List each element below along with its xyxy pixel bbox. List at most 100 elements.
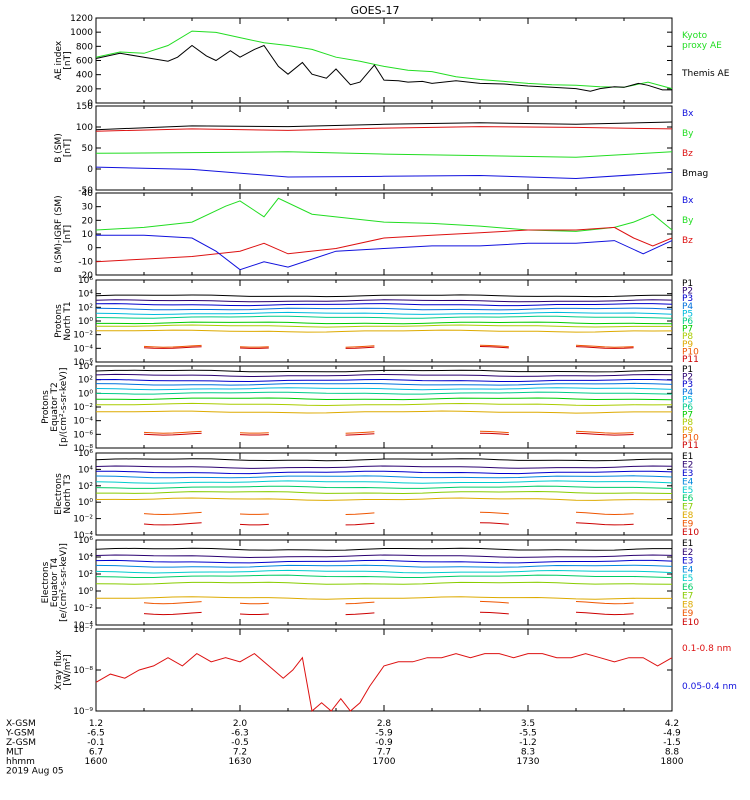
- y-tick-label: 100: [76, 123, 93, 133]
- legend-entry: Themis AE: [681, 69, 730, 79]
- footer-value: 6.7: [89, 748, 103, 758]
- legend-entry: P4: [682, 388, 693, 398]
- y-tick-label: 10: [82, 230, 94, 240]
- series-line: [95, 126, 673, 132]
- series-line: [345, 433, 375, 436]
- series-line: [143, 430, 202, 434]
- series-line: [575, 522, 634, 526]
- footer-value: -0.9: [375, 738, 393, 748]
- footer-value: -4.9: [663, 729, 681, 739]
- series-line: [95, 485, 673, 489]
- legend-entry: P5: [682, 309, 693, 319]
- series-line: [479, 511, 509, 515]
- legend-entry: E6: [682, 494, 694, 504]
- legend-entry: P8: [682, 418, 693, 428]
- y-tick-label: 400: [76, 71, 93, 81]
- series-line: [575, 611, 634, 616]
- series-line: [95, 378, 673, 383]
- y-axis-label: Electrons: [54, 473, 64, 515]
- y-tick-label: 20: [82, 216, 94, 226]
- footer-value: 1700: [373, 757, 396, 767]
- legend-entry: E10: [682, 528, 699, 538]
- series-line: [96, 321, 673, 325]
- series-line: [345, 346, 375, 349]
- footer-value: -1.5: [663, 738, 681, 748]
- legend-entry: E5: [682, 486, 693, 496]
- footer-value: 4.2: [665, 719, 679, 729]
- series-line: [95, 497, 673, 501]
- series-line: [479, 344, 509, 348]
- legend-entry: Bz: [682, 236, 693, 246]
- y-tick-label: 200: [76, 85, 93, 95]
- footer-value: 2.0: [233, 719, 248, 729]
- legend-entry: E9: [682, 520, 694, 530]
- y-tick-label: 10⁻⁴: [73, 621, 93, 631]
- series-line: [143, 511, 202, 516]
- y-tick-label: 0: [87, 244, 93, 254]
- series-line: [95, 387, 673, 391]
- y-axis-label: B (SM)-IGRF (SM): [54, 195, 64, 272]
- series-line: [95, 382, 673, 386]
- legend-entry: E7: [682, 503, 693, 513]
- legend-entry: P1: [682, 365, 693, 375]
- legend-entry: P5: [682, 395, 693, 405]
- y-tick-label: 10²: [78, 570, 93, 580]
- y-axis-label: Protons: [41, 390, 51, 424]
- series-line: [95, 559, 673, 564]
- y-tick-label: 1000: [70, 28, 93, 38]
- legend-entry: E10: [682, 618, 699, 628]
- series-line: [239, 602, 269, 605]
- legend-entry: P2: [682, 287, 693, 297]
- legend-entry: E6: [682, 583, 694, 593]
- y-tick-label: 10⁶: [78, 536, 93, 546]
- series-line: [95, 564, 673, 568]
- y-tick-label: 800: [76, 42, 93, 52]
- series-line: [143, 344, 202, 348]
- y-tick-label: 30: [82, 203, 94, 213]
- series-line: [95, 470, 673, 475]
- series-line: [95, 652, 673, 712]
- series-line: [95, 547, 672, 551]
- y-tick-label: 10⁻⁴: [73, 531, 93, 541]
- y-tick-label: 10²: [78, 376, 93, 386]
- series-line: [95, 226, 673, 263]
- series-line: [96, 402, 673, 407]
- footer-value: -1.2: [519, 738, 537, 748]
- y-axis-label: [W/m²]: [63, 654, 73, 685]
- y-tick-label: 10⁻²: [73, 604, 93, 614]
- y-tick-label: 1200: [70, 14, 93, 24]
- y-tick-label: 10⁻⁴: [73, 417, 93, 427]
- legend-entry: P10: [682, 433, 699, 443]
- series-line: [479, 432, 509, 435]
- series-line: [95, 475, 673, 479]
- series-line: [575, 601, 634, 605]
- legend-entry: E9: [682, 609, 694, 619]
- legend-entry: 0.1-0.8 nm: [682, 644, 731, 654]
- series-line: [95, 458, 672, 462]
- series-line: [143, 522, 202, 526]
- series-line: [575, 511, 634, 516]
- legend-entry: P11: [682, 355, 699, 365]
- y-axis-label: [nT]: [63, 225, 73, 243]
- y-axis-label: Protons: [54, 304, 64, 338]
- series-line: [96, 397, 673, 401]
- y-tick-label: 10²: [78, 303, 93, 313]
- footer-value: 1.2: [89, 719, 103, 729]
- series-line: [95, 596, 672, 600]
- panel-frame: [95, 365, 673, 449]
- series-line: [95, 480, 673, 484]
- y-axis-label: Electrons: [41, 561, 51, 603]
- series-line: [239, 523, 269, 526]
- y-tick-label: 10⁻⁶: [73, 430, 93, 440]
- series-line: [95, 554, 673, 559]
- y-tick-label: 0: [87, 165, 93, 175]
- y-tick-label: 10⁰: [78, 317, 93, 327]
- series-line: [95, 465, 673, 469]
- y-axis-label: Equator T2: [50, 382, 60, 431]
- series-line: [575, 346, 634, 349]
- series-line: [479, 611, 509, 615]
- legend-entry: E4: [682, 565, 694, 575]
- series-line: [95, 197, 673, 232]
- y-axis-label: Equator T4: [50, 558, 60, 608]
